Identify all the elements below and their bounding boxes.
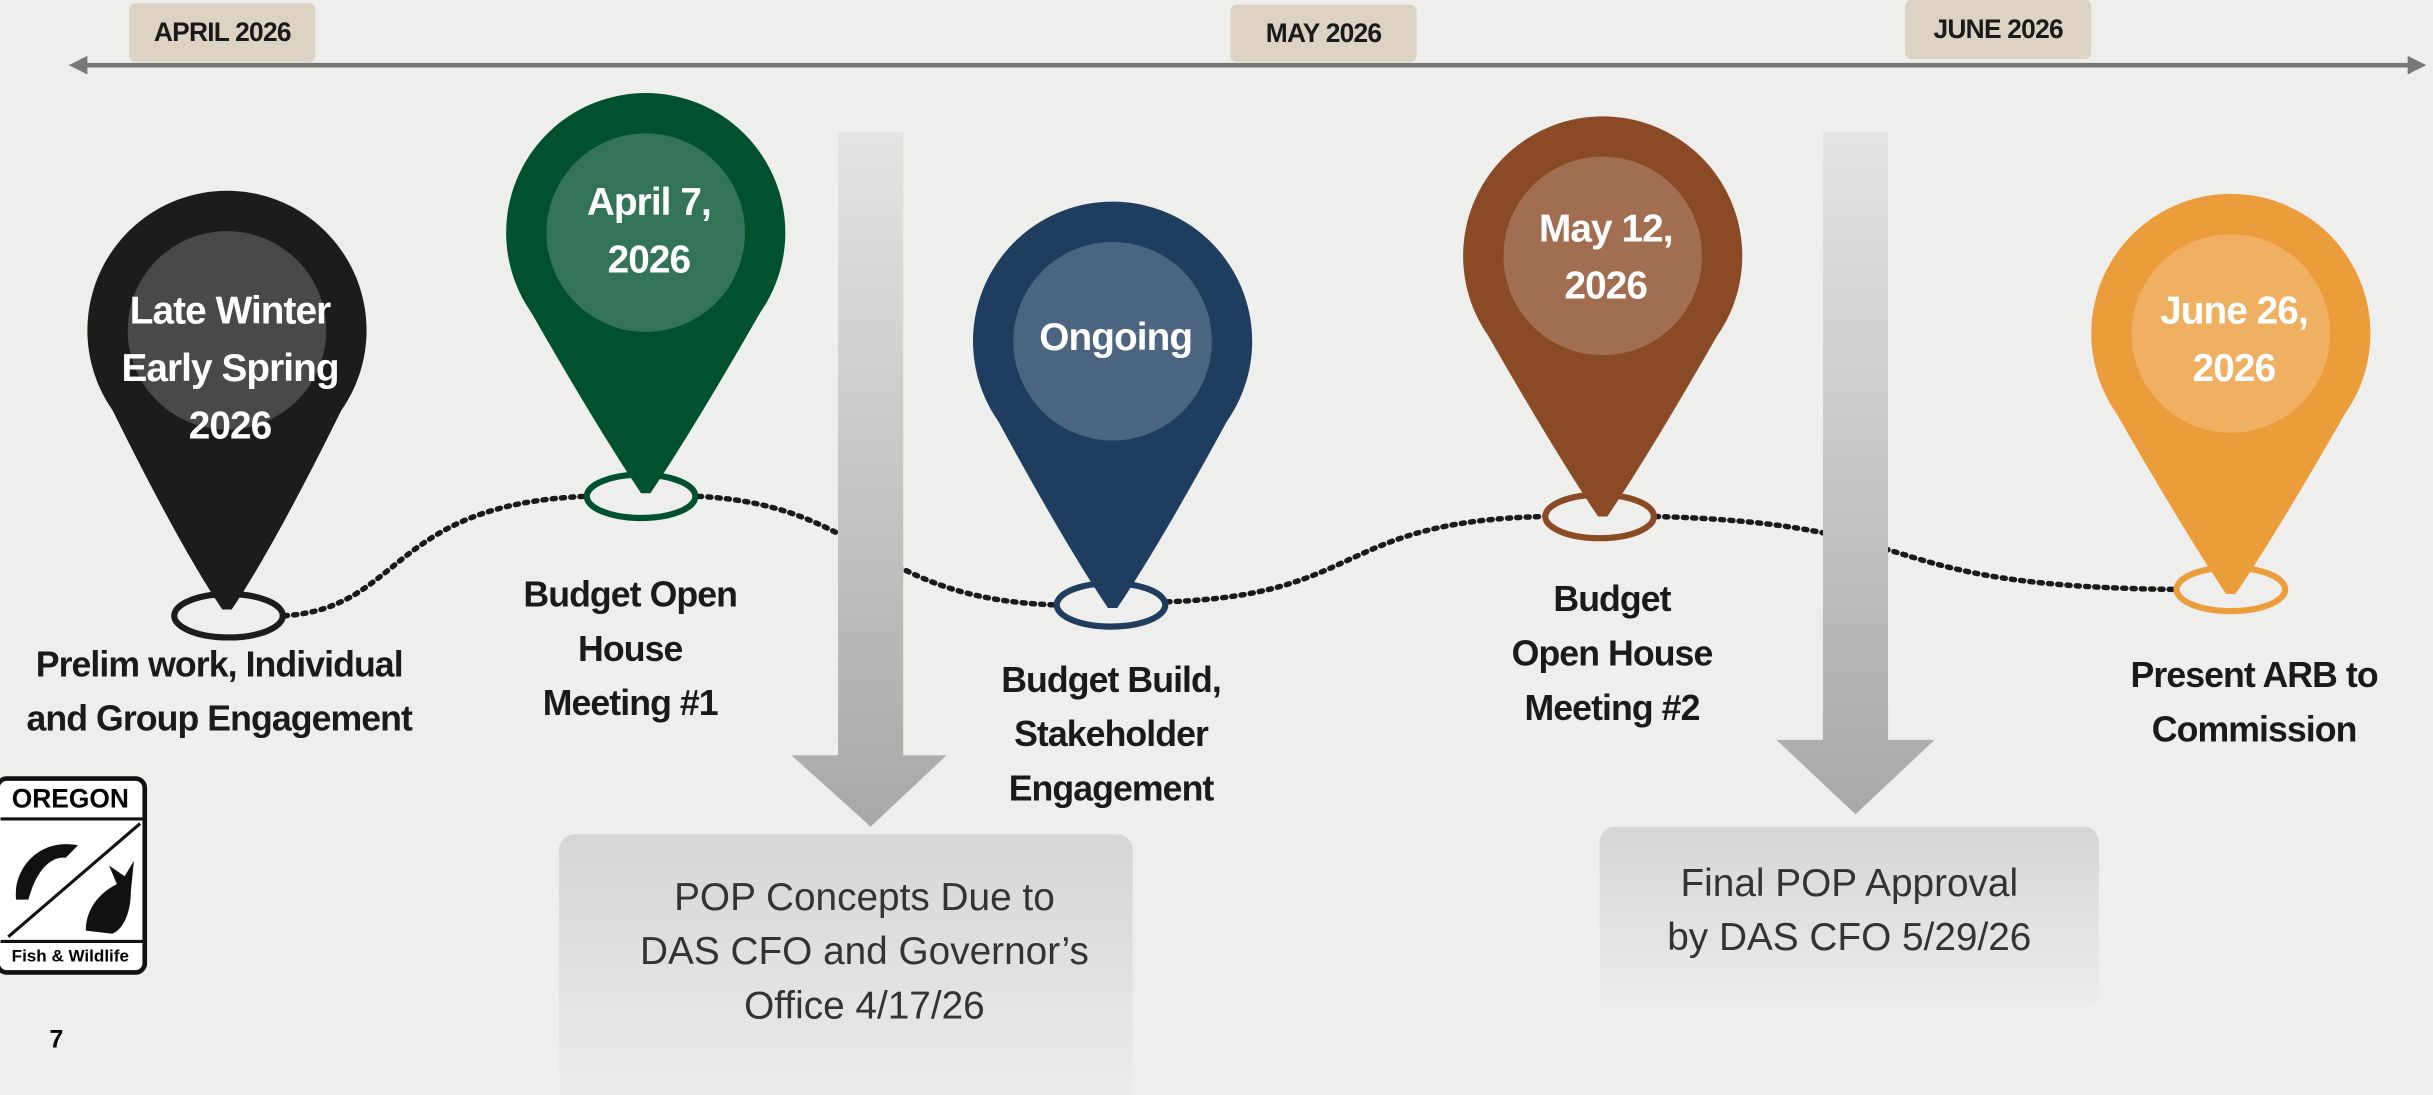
page-number: 7 (49, 1026, 63, 1053)
pin (87, 190, 367, 610)
pin-label: 2026 (1565, 265, 1648, 308)
milestone-text: POP Concepts Due to (674, 876, 1055, 919)
pin-caption: Stakeholder (1014, 714, 1209, 754)
pin-label: Ongoing (1039, 316, 1192, 359)
pin-label: May 12, (1539, 207, 1673, 250)
pin-caption: and Group Engagement (26, 699, 413, 739)
logo: OREGON Fish & Wildlife (0, 776, 148, 975)
month-label: APRIL 2026 (154, 17, 291, 47)
pin-caption: Budget Open (523, 575, 737, 615)
milestone-text: by DAS CFO 5/29/26 (1667, 916, 2031, 959)
pin-caption: Budget (1553, 579, 1671, 619)
pin-caption: Prelim work, Individual (36, 644, 403, 684)
pin-label: 2026 (2193, 347, 2276, 390)
pin (506, 93, 786, 494)
pin-caption: Commission (2152, 709, 2357, 749)
month-tab (1905, 0, 2092, 59)
dotted-path (281, 493, 2178, 619)
month-tab (129, 3, 316, 63)
month-label: MAY 2026 (1266, 18, 1382, 48)
logo-bottom: Fish & Wildlife (12, 946, 129, 965)
pin-label: June 26, (2160, 290, 2308, 333)
down-arrow (791, 131, 947, 827)
pin (2091, 193, 2371, 595)
pin-caption: Budget Build, (1001, 660, 1221, 700)
pin-inner (546, 133, 745, 332)
pin-label: April 7, (587, 181, 711, 224)
pin-label: Early Spring (121, 347, 338, 390)
pin-inner (1503, 156, 1702, 356)
month-label: JUNE 2026 (1934, 14, 2063, 44)
milestone-text: Final POP Approval (1681, 862, 2019, 905)
down-arrow (1776, 131, 1935, 815)
milestone-text: DAS CFO and Governor’s (640, 930, 1089, 973)
pin-caption: Present ARB to (2131, 655, 2378, 695)
pin (972, 201, 1253, 608)
pin-caption: Open House (1512, 633, 1713, 673)
pin-caption: Meeting #1 (543, 683, 718, 723)
pin-inner (127, 231, 327, 430)
pin-inner (1013, 241, 1212, 441)
milestone-box (558, 834, 1133, 1095)
milestone-text: Office 4/17/26 (744, 984, 985, 1027)
pin-label: Late Winter (130, 290, 331, 333)
logo-top: OREGON (12, 783, 129, 813)
pin-caption: Meeting #2 (1525, 688, 1700, 728)
pin (1463, 116, 1743, 517)
pin-inner (2131, 234, 2331, 433)
pin-caption: House (578, 629, 682, 669)
pin-label: 2026 (608, 238, 691, 281)
pin-label: 2026 (189, 404, 272, 447)
milestone-box (1599, 826, 2100, 1009)
pin-caption: Engagement (1009, 768, 1215, 808)
month-tab (1230, 4, 1417, 63)
